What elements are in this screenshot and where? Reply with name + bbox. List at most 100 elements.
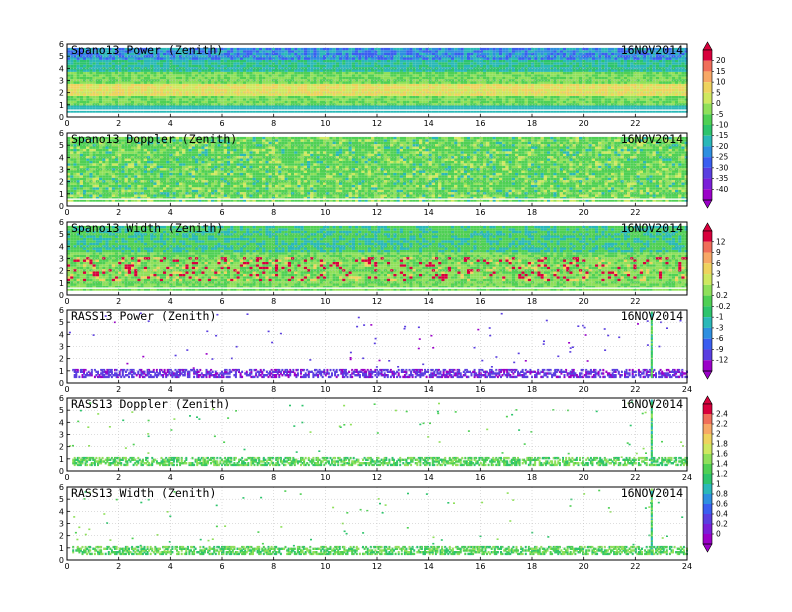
colorbar-segment: [703, 125, 712, 136]
y-tick-label: 2: [59, 355, 64, 364]
x-tick-label: 2: [116, 208, 121, 217]
x-tick-label: 6: [219, 297, 224, 306]
panel-title: Spano13 Doppler (Zenith): [71, 132, 237, 146]
colorbar-segment: [703, 524, 712, 534]
colorbar-label: -35: [716, 174, 728, 183]
x-tick-label: 12: [372, 562, 382, 571]
y-tick-label: 3: [59, 255, 64, 264]
panel-title: RASS13 Doppler (Zenith): [71, 397, 230, 411]
x-tick-label: 4: [168, 562, 173, 571]
colorbar-label: 3: [716, 270, 721, 279]
colorbar-label: -0.2: [716, 302, 731, 311]
colorbar-label: -12: [716, 356, 728, 365]
colorbar-segment: [703, 274, 712, 285]
y-tick-label: 0: [59, 202, 64, 211]
colorbar-segment: [703, 284, 712, 296]
y-tick-label: 0: [59, 379, 64, 388]
colorbar-label: 1.8: [716, 440, 728, 449]
colorbar-A: 20 15 105 0 -5 -10-15 -20 -25-30 -35 -40: [702, 41, 728, 209]
data-cells: [68, 311, 688, 379]
y-tick-label: 3: [59, 166, 64, 175]
x-tick-label: 8: [271, 385, 276, 394]
colorbar-segment: [703, 514, 712, 524]
y-tick-label: 1: [59, 367, 64, 376]
x-tick-label: 18: [527, 562, 537, 571]
colorbar-label: 2: [716, 430, 721, 439]
colorbar-segment: [703, 178, 712, 190]
y-tick-label: 0: [59, 291, 64, 300]
colorbar-bottom-arrow: [702, 199, 713, 209]
y-tick-label: 2: [59, 89, 64, 98]
colorbar-segment: [703, 317, 712, 328]
colorbar-segment: [703, 50, 712, 61]
y-tick-label: 5: [59, 495, 64, 504]
y-tick-label: 0: [59, 467, 64, 476]
colorbar-segment: [703, 494, 712, 504]
x-tick-label: 20: [579, 119, 589, 128]
colorbar-label: -40: [716, 185, 728, 194]
panel-title: RASS13 Width (Zenith): [71, 486, 216, 500]
y-tick-label: 4: [59, 242, 64, 251]
y-tick-label: 4: [59, 153, 64, 162]
colorbar-C: 2.42.221.81.61.41.210.80.60.40.20: [702, 395, 728, 553]
y-tick-label: 6: [59, 306, 64, 315]
x-tick-label: 18: [527, 473, 537, 482]
x-tick-label: 0: [64, 473, 69, 482]
colorbar-label: 0: [716, 530, 721, 539]
y-tick-label: 0: [59, 556, 64, 565]
colorbar-segment: [703, 135, 712, 147]
colorbar-label: -25: [716, 153, 728, 162]
colorbar-segment: [703, 404, 712, 414]
grid: [67, 310, 687, 383]
x-tick-label: 6: [219, 208, 224, 217]
x-tick-label: 0: [64, 119, 69, 128]
x-tick-label: 4: [168, 297, 173, 306]
x-tick-label: 22: [630, 297, 640, 306]
x-tick-label: 2: [116, 297, 121, 306]
colorbar-label: -20: [716, 142, 728, 151]
colorbar-label: 0.2: [716, 291, 728, 300]
x-tick-label: 10: [320, 297, 330, 306]
data-cells: [69, 399, 688, 467]
grid: [67, 487, 687, 560]
colorbar-segment: [703, 252, 712, 264]
y-tick-label: 3: [59, 431, 64, 440]
panel-date: 16NOV2014: [621, 221, 683, 235]
x-tick-label: 2: [116, 385, 121, 394]
x-tick-label: 18: [527, 119, 537, 128]
colorbar-top-arrow: [702, 395, 713, 405]
colorbar-top-arrow: [702, 41, 713, 51]
colorbar-segment: [703, 306, 712, 318]
colorbar-segment: [703, 167, 712, 179]
y-tick-label: 5: [59, 318, 64, 327]
x-tick-label: 4: [168, 473, 173, 482]
panel-date: 16NOV2014: [621, 397, 683, 411]
x-tick-label: 16: [475, 473, 485, 482]
colorbar-segment: [703, 504, 712, 514]
x-tick-label: 14: [424, 385, 434, 394]
y-tick-label: 1: [59, 101, 64, 110]
y-tick-label: 4: [59, 418, 64, 427]
x-tick-label: 2: [116, 119, 121, 128]
y-tick-label: 1: [59, 190, 64, 199]
grid: [67, 222, 687, 295]
colorbar-label: 12: [716, 237, 726, 246]
panel-date: 16NOV2014: [621, 486, 683, 500]
y-tick-label: 3: [59, 343, 64, 352]
x-tick-label: 14: [424, 208, 434, 217]
x-tick-label: 10: [320, 562, 330, 571]
grid: [67, 133, 687, 206]
x-tick-label: 20: [579, 473, 589, 482]
x-tick-label: 16: [475, 119, 485, 128]
colorbar-label: -30: [716, 163, 728, 172]
y-tick-label: 2: [59, 443, 64, 452]
colorbar-segment: [703, 92, 712, 104]
colorbar-segment: [703, 444, 712, 454]
colorbar-segment: [703, 241, 712, 253]
colorbar-segment: [703, 434, 712, 444]
